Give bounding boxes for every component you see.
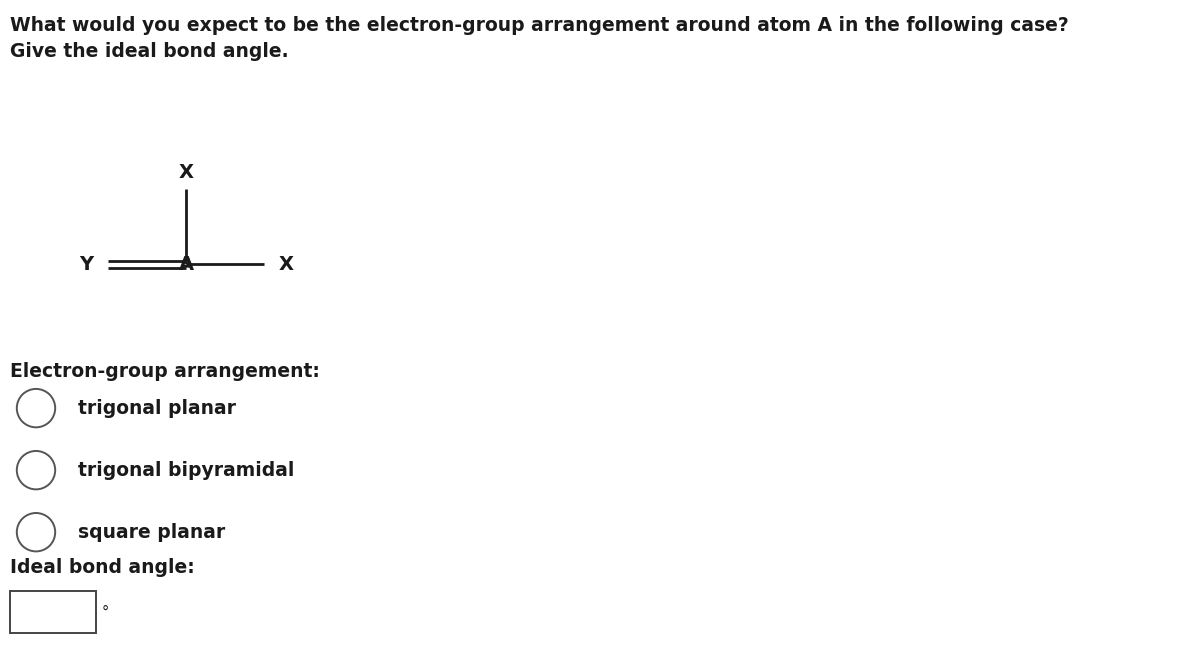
Text: Ideal bond angle:: Ideal bond angle: (10, 558, 194, 577)
Text: X: X (278, 255, 294, 274)
Text: °: ° (102, 605, 109, 619)
Text: X: X (179, 163, 193, 182)
Text: A: A (179, 255, 193, 274)
Text: Give the ideal bond angle.: Give the ideal bond angle. (10, 42, 288, 61)
Text: Y: Y (79, 255, 94, 274)
Text: square planar: square planar (78, 522, 226, 542)
Text: Electron-group arrangement:: Electron-group arrangement: (10, 362, 319, 381)
Text: trigonal bipyramidal: trigonal bipyramidal (78, 460, 294, 480)
FancyBboxPatch shape (10, 591, 96, 633)
Text: trigonal planar: trigonal planar (78, 398, 236, 418)
Text: What would you expect to be the electron-group arrangement around atom A in the : What would you expect to be the electron… (10, 16, 1068, 35)
